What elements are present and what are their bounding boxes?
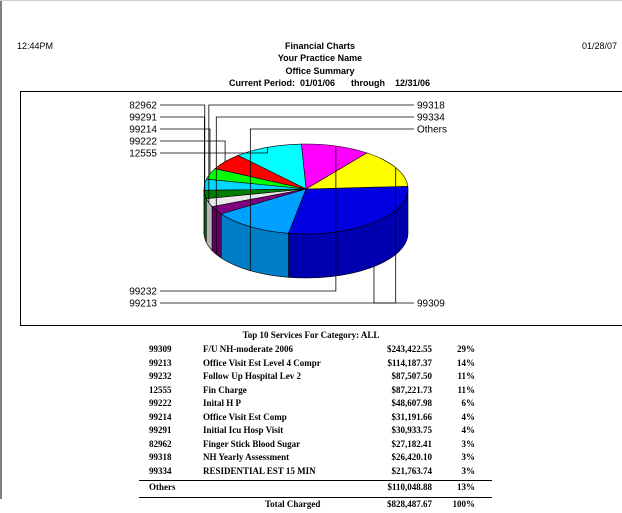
service-code: 99232 <box>149 371 172 381</box>
others-percent: 13% <box>457 482 475 492</box>
service-code: 99334 <box>149 466 172 476</box>
service-code: 12555 <box>149 385 172 395</box>
service-description: F/U NH-moderate 2006 <box>203 344 293 354</box>
service-amount: $243,422.55 <box>387 344 432 354</box>
report-subtitle: Office Summary <box>180 66 460 76</box>
table-row: 99309 F/U NH-moderate 2006 $243,422.55 29% <box>0 344 622 358</box>
leader-line-99291 <box>160 117 204 185</box>
service-amount: $30,933.75 <box>392 425 433 435</box>
service-amount: $27,182.41 <box>392 439 433 449</box>
pie-label-Others: Others <box>417 125 447 136</box>
service-percent: 3% <box>462 439 476 449</box>
service-percent: 11% <box>457 371 475 381</box>
pie-label-99214: 99214 <box>129 125 157 136</box>
table-row: 12555 Fin Charge $87,221.73 11% <box>0 385 622 399</box>
leader-line-99309 <box>374 267 414 303</box>
total-amount: $828,487.67 <box>387 499 432 509</box>
service-percent: 6% <box>462 398 476 408</box>
total-label: Total Charged <box>265 499 320 509</box>
service-code: 99214 <box>149 412 172 422</box>
others-amount: $110,048.88 <box>387 482 432 492</box>
service-description: Initial Icu Hosp Visit <box>203 425 283 435</box>
total-row: Total Charged $828,487.67 100% <box>0 499 622 513</box>
service-percent: 29% <box>457 344 475 354</box>
service-code: 99222 <box>149 398 172 408</box>
service-code: 99318 <box>149 452 172 462</box>
service-description: Office Visit Est Comp <box>203 412 287 422</box>
service-code: 99309 <box>149 344 172 354</box>
leader-line-82962 <box>160 105 205 195</box>
service-description: NH Yearly Assessment <box>203 452 289 462</box>
table-title: Top 10 Services For Category: ALL <box>0 330 622 340</box>
service-description: Inital H P <box>203 398 241 408</box>
period-start: 01/01/06 <box>300 78 335 88</box>
pie-label-99232: 99232 <box>129 287 157 298</box>
table-row: 99318 NH Yearly Assessment $26,420.10 3% <box>0 452 622 466</box>
report-date: 01/28/07 <box>582 41 617 51</box>
practice-name: Your Practice Name <box>180 53 460 63</box>
service-code: 82962 <box>149 439 172 449</box>
service-amount: $87,221.73 <box>392 385 433 395</box>
period-end: 12/31/06 <box>395 78 430 88</box>
service-percent: 11% <box>457 385 475 395</box>
pie-label-82962: 82962 <box>129 101 157 112</box>
table-row: 99334 RESIDENTIAL EST 15 MIN $21,763.74 3% <box>0 466 622 480</box>
service-amount: $87,507.50 <box>392 371 433 381</box>
pie-label-99318: 99318 <box>417 101 445 112</box>
period-label: Current Period: <box>229 78 295 88</box>
pie-label-99222: 99222 <box>129 137 157 148</box>
leader-line-99214 <box>160 129 210 174</box>
service-description: Fin Charge <box>203 385 247 395</box>
table-row: 99222 Inital H P $48,607.98 6% <box>0 398 622 412</box>
leader-line-99222 <box>160 141 225 162</box>
service-description: Finger Stick Blood Sugar <box>203 439 300 449</box>
service-percent: 4% <box>462 425 476 435</box>
service-amount: $31,191.66 <box>392 412 433 422</box>
report-title: Financial Charts <box>180 41 460 51</box>
window-top-border <box>0 0 622 1</box>
total-divider <box>139 497 492 498</box>
pie-label-99291: 99291 <box>129 113 157 124</box>
service-percent: 4% <box>462 412 476 422</box>
service-description: Follow Up Hospital Lev 2 <box>203 371 301 381</box>
service-percent: 3% <box>462 452 476 462</box>
service-code: 99291 <box>149 425 172 435</box>
others-label: Others <box>149 482 176 492</box>
service-code: 99213 <box>149 358 172 368</box>
period-through: through <box>351 78 385 88</box>
table-row: 99232 Follow Up Hospital Lev 2 $87,507.50 1… <box>0 371 622 385</box>
total-percent: 100% <box>453 499 476 509</box>
service-description: Office Visit Est Level 4 Compr <box>203 358 321 368</box>
table-row: 99291 Initial Icu Hosp Visit $30,933.75 4% <box>0 425 622 439</box>
service-percent: 3% <box>462 466 476 476</box>
report-time: 12:44PM <box>17 41 53 51</box>
pie-side-99318 <box>206 199 212 251</box>
pie-label-99334: 99334 <box>417 113 445 124</box>
table-row: 99213 Office Visit Est Level 4 Compr $114,… <box>0 358 622 372</box>
service-amount: $21,763.74 <box>392 466 433 476</box>
pie-label-99213: 99213 <box>129 299 157 310</box>
service-percent: 14% <box>457 358 475 368</box>
service-amount: $114,187.37 <box>387 358 432 368</box>
table-row: 82962 Finger Stick Blood Sugar $27,182.41 3… <box>0 439 622 453</box>
service-description: RESIDENTIAL EST 15 MIN <box>203 466 316 476</box>
table-row: 99214 Office Visit Est Comp $31,191.66 4% <box>0 412 622 426</box>
others-divider <box>139 480 492 481</box>
others-row: Others $110,048.88 13% <box>0 482 622 496</box>
service-amount: $48,607.98 <box>392 398 433 408</box>
service-amount: $26,420.10 <box>392 452 433 462</box>
pie-label-12555: 12555 <box>129 149 157 160</box>
pie-label-99309: 99309 <box>417 299 445 310</box>
